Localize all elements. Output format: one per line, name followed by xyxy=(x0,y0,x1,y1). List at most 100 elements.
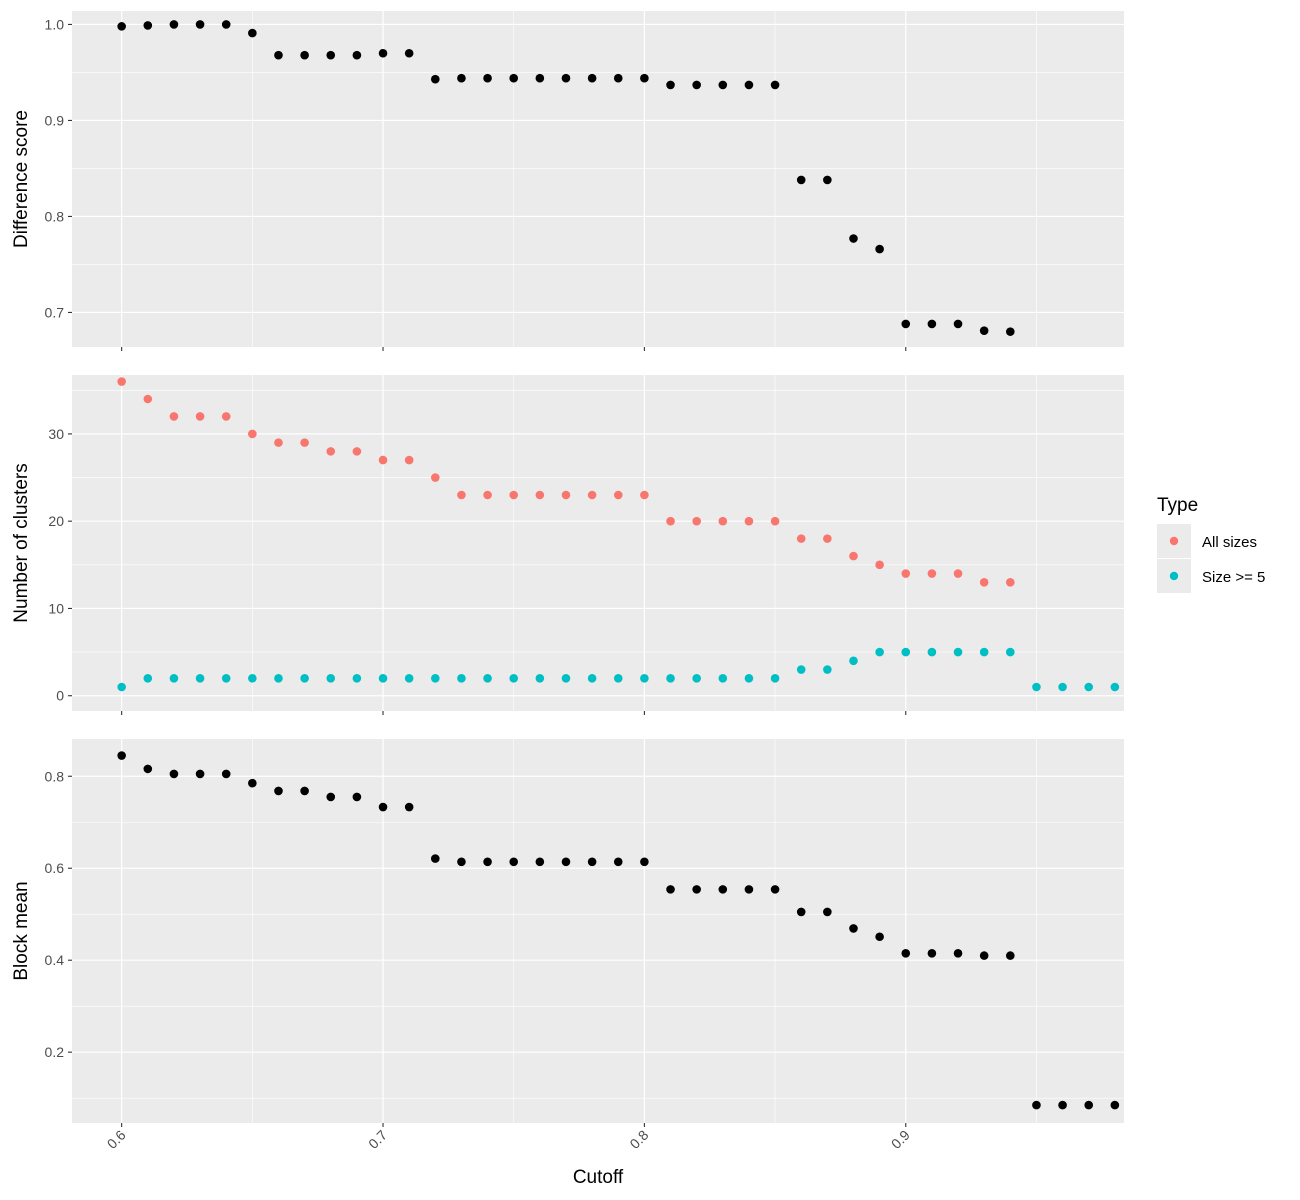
y-tick-label: 0.8 xyxy=(45,768,65,784)
data-point xyxy=(430,473,440,482)
x-axis-title: Cutoff xyxy=(573,1167,624,1188)
y-tick-label: 10 xyxy=(48,600,64,616)
data-point xyxy=(561,73,571,83)
panel-block: 0.2 0.4 0.6 0.8 Block mean xyxy=(11,739,1124,1127)
data-point xyxy=(483,673,492,683)
data-point xyxy=(143,394,153,404)
data-point xyxy=(1084,1100,1094,1110)
data-point xyxy=(509,73,519,83)
data-point xyxy=(587,673,597,683)
data-point xyxy=(796,907,806,917)
data-point xyxy=(1006,951,1015,960)
data-point xyxy=(927,647,937,657)
data-point xyxy=(744,673,754,683)
series-points xyxy=(117,751,1120,1110)
data-point xyxy=(352,673,362,683)
data-point xyxy=(457,857,466,867)
data-point xyxy=(587,73,597,83)
data-point xyxy=(221,412,231,421)
y-tick-label: 30 xyxy=(48,426,64,442)
y-tick-label: 0.7 xyxy=(45,304,65,320)
data-point xyxy=(692,673,701,683)
panel-background xyxy=(72,739,1124,1123)
data-point xyxy=(221,673,231,683)
data-point xyxy=(404,802,414,812)
data-point xyxy=(457,673,466,683)
data-point xyxy=(404,455,414,465)
data-point xyxy=(901,647,911,657)
data-point xyxy=(796,665,806,674)
data-point xyxy=(692,516,701,526)
data-point xyxy=(587,857,597,867)
data-point xyxy=(509,857,519,867)
data-point xyxy=(640,73,649,83)
data-point xyxy=(849,551,858,561)
data-point xyxy=(169,20,179,29)
data-point xyxy=(300,786,309,796)
data-point xyxy=(613,490,623,500)
data-point xyxy=(979,326,989,335)
data-point xyxy=(875,244,884,254)
data-point xyxy=(823,665,832,674)
data-point xyxy=(248,673,257,683)
data-point xyxy=(953,569,963,578)
y-axis-title: Block mean xyxy=(11,881,32,980)
y-tick-label: 0.4 xyxy=(45,952,65,968)
data-point xyxy=(770,885,780,894)
y-tick-label: 1.0 xyxy=(45,16,65,32)
data-point xyxy=(195,20,205,29)
panel-difference: 0.7 0.8 0.9 1.0 Difference score xyxy=(11,11,1124,351)
data-point xyxy=(326,50,336,60)
legend-marker-all-sizes xyxy=(1169,536,1179,546)
data-point xyxy=(248,28,257,38)
series-points xyxy=(117,20,1015,336)
y-tick-label: 0.8 xyxy=(45,208,65,224)
data-point xyxy=(117,751,126,760)
data-point xyxy=(1006,647,1015,657)
data-point xyxy=(561,857,571,867)
data-point xyxy=(404,48,414,58)
data-point xyxy=(901,569,911,578)
data-point xyxy=(326,447,336,456)
panel-background xyxy=(72,11,1124,347)
data-point xyxy=(300,673,309,683)
data-point xyxy=(143,764,153,774)
data-point xyxy=(300,50,309,60)
data-point xyxy=(326,792,336,802)
data-point xyxy=(666,885,675,894)
data-point xyxy=(875,560,884,570)
x-tick-label: 0.6 xyxy=(104,1127,129,1152)
data-point xyxy=(770,516,780,526)
data-point xyxy=(143,21,153,30)
data-point xyxy=(796,175,806,185)
data-point xyxy=(430,673,440,683)
data-point xyxy=(927,319,937,329)
data-point xyxy=(927,949,937,958)
y-tick-label: 0.9 xyxy=(45,112,65,128)
data-point xyxy=(378,48,388,58)
data-point xyxy=(274,50,283,60)
data-point xyxy=(901,949,911,958)
data-point xyxy=(744,516,754,526)
x-tick-label: 0.9 xyxy=(888,1127,913,1152)
legend-marker-size-5 xyxy=(1169,571,1179,581)
data-point xyxy=(692,885,701,894)
data-point xyxy=(221,20,231,29)
data-point xyxy=(849,234,858,243)
data-point xyxy=(1084,682,1094,692)
data-point xyxy=(404,673,414,683)
data-point xyxy=(378,802,388,812)
data-point xyxy=(195,673,205,683)
series-size-5 xyxy=(117,647,1120,692)
data-point xyxy=(953,647,963,657)
data-point xyxy=(274,786,283,796)
data-point xyxy=(535,857,545,867)
data-point xyxy=(770,673,780,683)
data-point xyxy=(849,656,858,666)
data-point xyxy=(666,673,675,683)
data-point xyxy=(535,673,545,683)
data-point xyxy=(326,673,336,683)
y-axis-title: Number of clusters xyxy=(11,463,32,622)
data-point xyxy=(352,792,362,802)
